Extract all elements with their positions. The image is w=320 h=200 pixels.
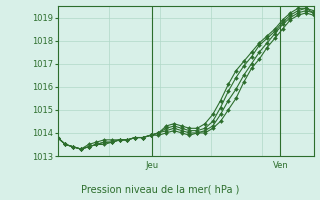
Text: Pression niveau de la mer( hPa ): Pression niveau de la mer( hPa ) xyxy=(81,184,239,194)
Text: Ven: Ven xyxy=(272,161,288,170)
Text: Jeu: Jeu xyxy=(146,161,159,170)
